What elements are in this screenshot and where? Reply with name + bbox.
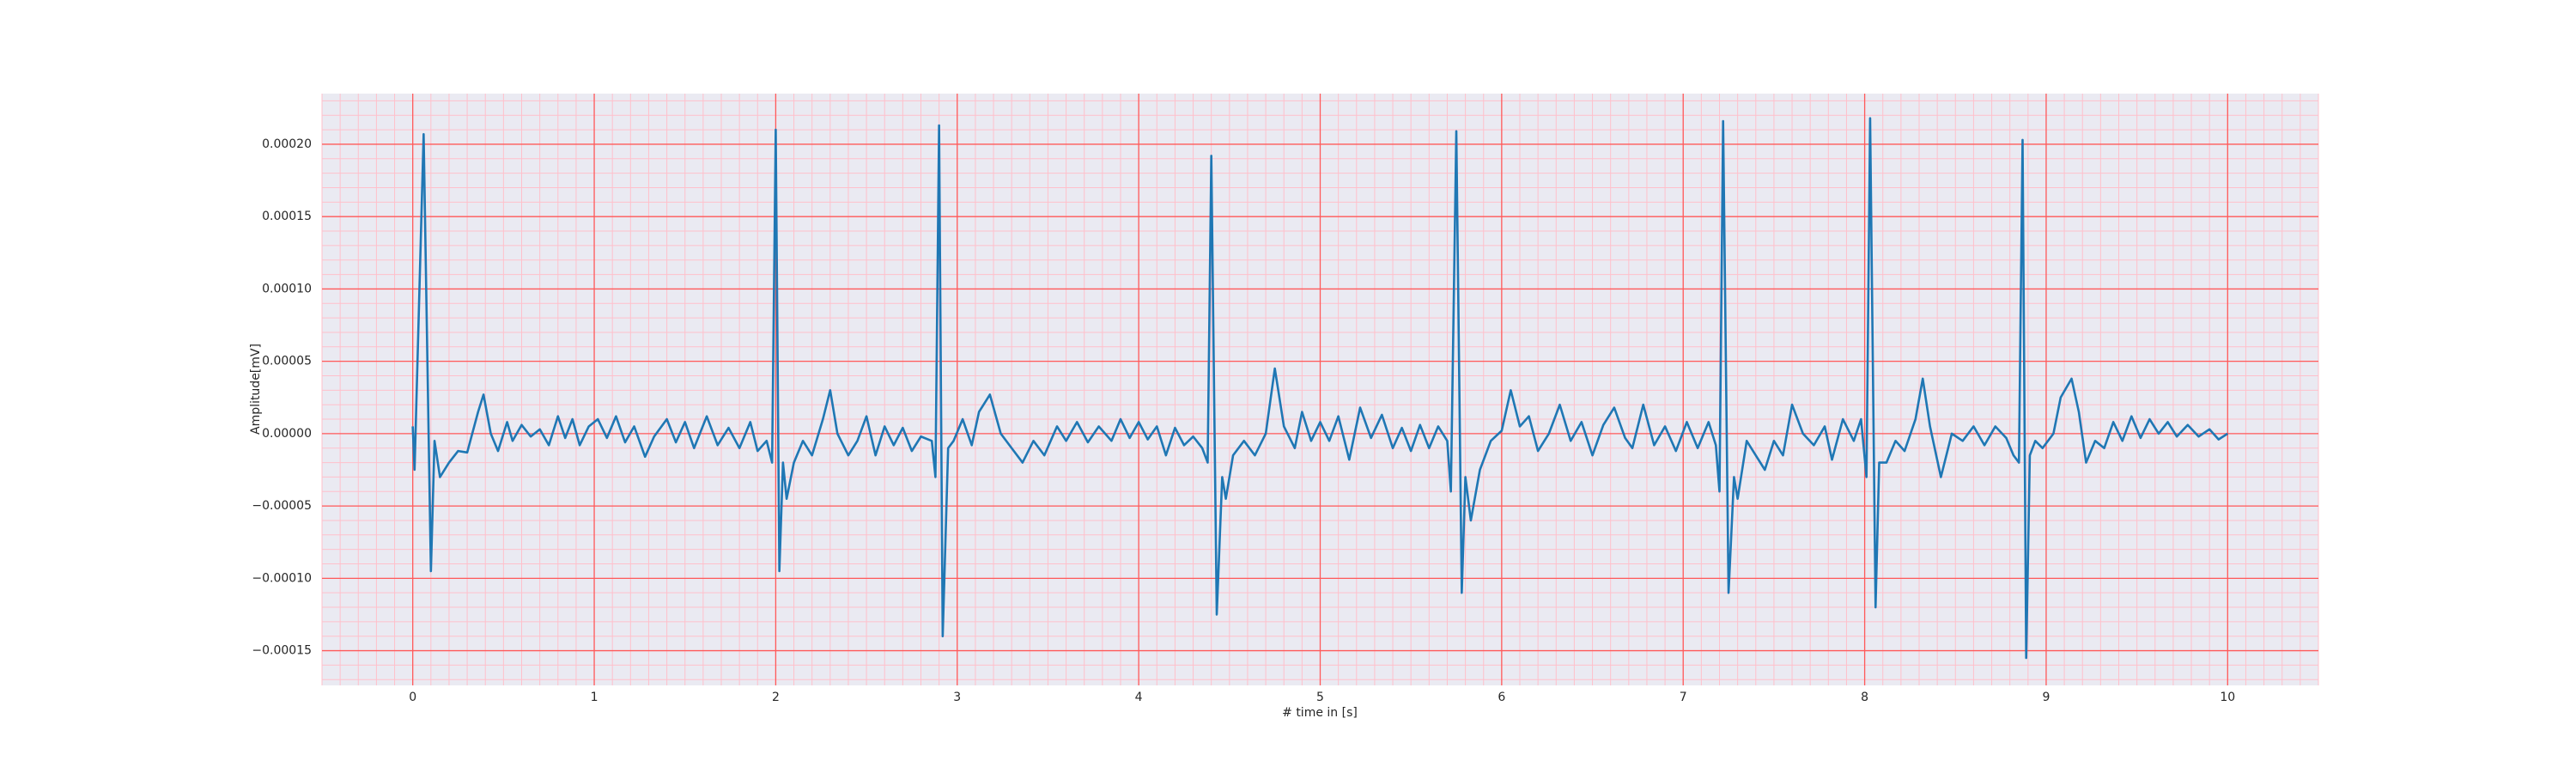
y-tick-label: 0.00015 [262,210,312,223]
y-tick-label: 0.00010 [262,282,312,295]
y-tick-label: −0.00010 [252,571,312,585]
x-tick-label: 4 [1135,691,1143,704]
y-tick-label: 0.00000 [262,427,312,441]
x-tick-label: 6 [1498,691,1505,704]
x-tick-label: 8 [1861,691,1868,704]
y-tick-label: −0.00005 [252,499,312,513]
y-axis-label: Amplitude[mV] [249,344,263,435]
y-tick-label: 0.00020 [262,137,312,151]
x-tick-label: 3 [953,691,961,704]
x-tick-label: 7 [1680,691,1687,704]
x-tick-label: 1 [591,691,598,704]
x-tick-label: 10 [2220,691,2235,704]
major-grid [322,94,2318,685]
marks [411,117,2229,660]
y-tick-label: −0.00015 [252,644,312,658]
y-tick-label: 0.00005 [262,355,312,368]
x-tick-label: 9 [2042,691,2050,704]
x-tick-label: 0 [409,691,416,704]
x-tick-label: 2 [772,691,780,704]
ecg-line [411,117,2229,660]
x-tick-label: 5 [1316,691,1324,704]
x-axis-label: # time in [s] [1282,706,1358,720]
